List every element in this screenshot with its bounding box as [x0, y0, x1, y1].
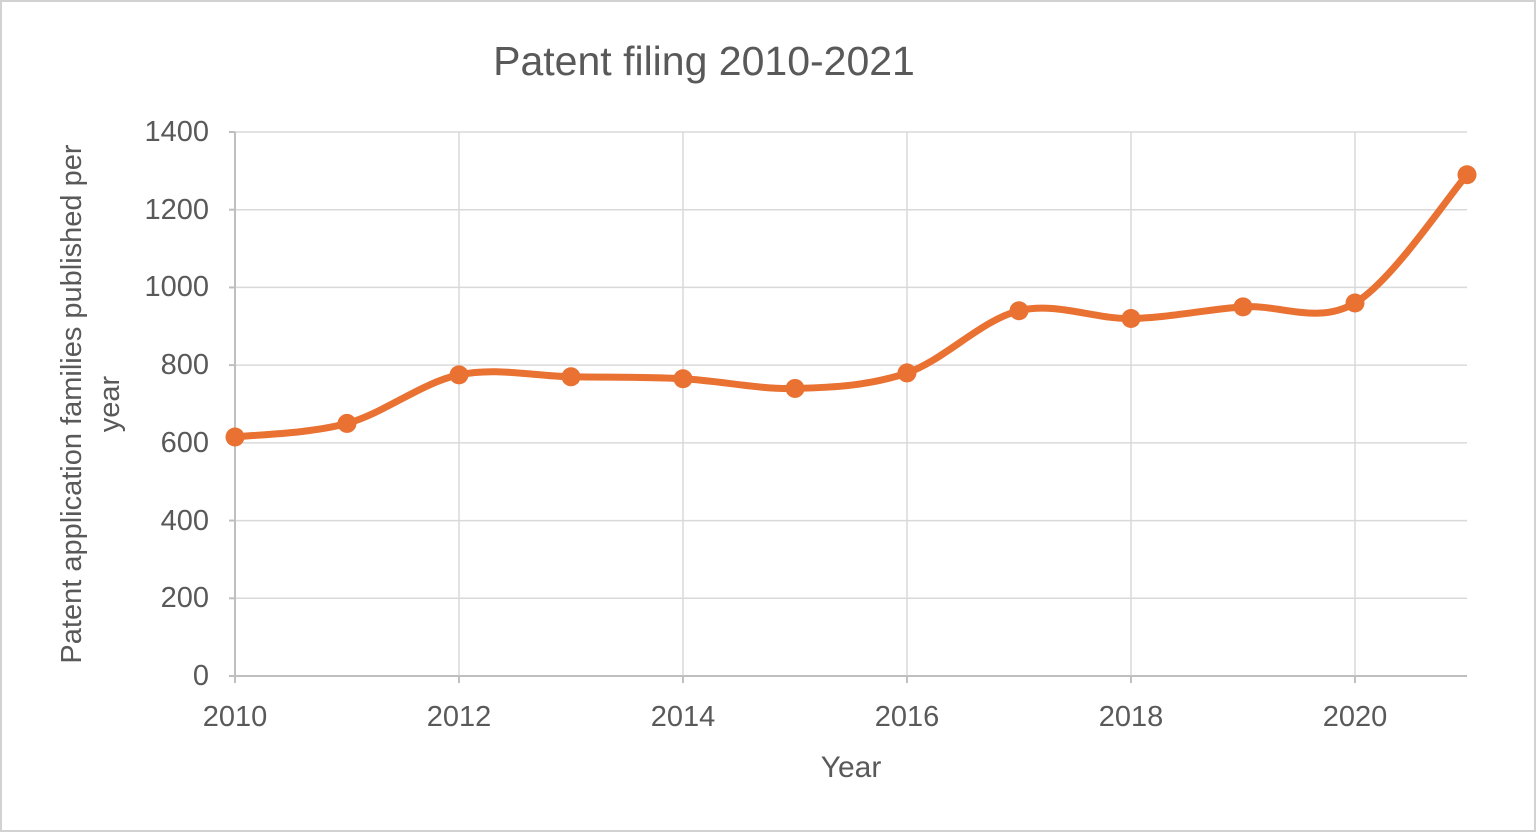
x-tick-label: 2010 [202, 701, 268, 733]
data-point-marker [1233, 297, 1253, 317]
x-tick-label: 2016 [874, 701, 940, 733]
data-point-marker [1457, 165, 1477, 185]
data-point-marker [785, 378, 805, 398]
data-point-marker [897, 363, 917, 383]
y-tick-label: 1200 [144, 193, 209, 226]
x-tick-label: 2018 [1098, 701, 1164, 733]
data-point-marker [225, 427, 245, 447]
data-point-marker [561, 367, 581, 387]
y-tick-label: 400 [160, 504, 209, 537]
y-axis-title-line1: Patent application families published pe… [56, 144, 88, 664]
data-point-marker [449, 365, 469, 385]
y-tick-label: 1000 [144, 271, 209, 304]
x-axis-title: Year [820, 751, 882, 784]
data-point-marker [1345, 293, 1365, 313]
data-point-marker [1009, 301, 1029, 321]
y-tick-label: 600 [160, 426, 209, 459]
y-tick-label: 1400 [144, 116, 209, 148]
data-point-marker [673, 369, 693, 389]
y-tick-label: 200 [160, 582, 209, 615]
x-tick-label: 2020 [1322, 701, 1388, 733]
series-line [231, 171, 1471, 441]
x-tick-label: 2012 [426, 701, 492, 733]
x-tick-label: 2014 [650, 701, 716, 733]
y-tick-label: 0 [192, 660, 209, 692]
data-point-marker [1121, 309, 1141, 329]
data-point-marker [337, 413, 357, 433]
y-tick-label: 800 [160, 349, 209, 382]
chart-title: Patent filing 2010-2021 [493, 38, 915, 84]
